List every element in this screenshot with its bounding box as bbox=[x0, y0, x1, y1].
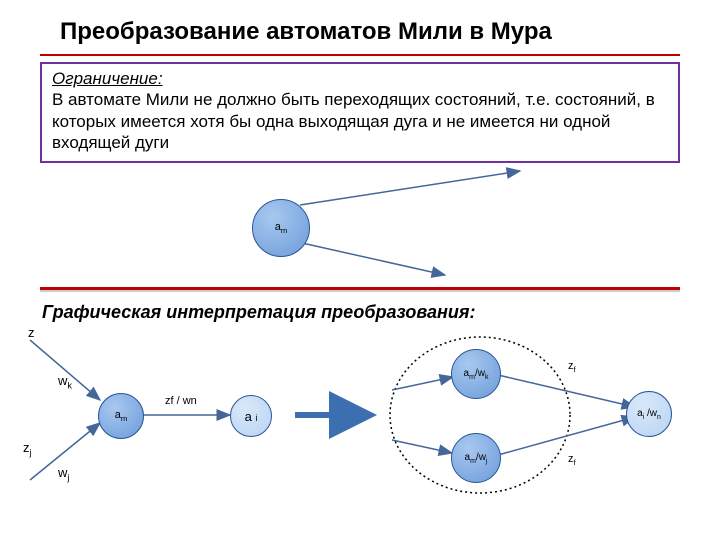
node-am-top: am bbox=[252, 199, 310, 257]
label-zf-bottom: zf bbox=[568, 453, 576, 467]
label-wk: wk bbox=[58, 373, 72, 391]
node-am-label: am bbox=[275, 221, 288, 235]
diagram-transformation: z wk zj wj zf / wn am a i am/wk am/wj ai… bbox=[0, 325, 720, 515]
node-am-wk-label: am/wk bbox=[464, 368, 489, 381]
page-title: Преобразование автоматов Мили в Мура bbox=[0, 0, 720, 54]
node-am-wj-label: am/wj bbox=[465, 452, 488, 465]
diagram1-svg bbox=[0, 167, 720, 287]
node-ai-left: a i bbox=[230, 395, 272, 437]
node-ai-wn: ai /wn bbox=[626, 391, 672, 437]
constraint-text: В автомате Мили не должно быть переходящ… bbox=[52, 90, 655, 152]
node-am-wj: am/wj bbox=[451, 433, 501, 483]
label-wj: wj bbox=[58, 465, 69, 483]
label-zj: zj bbox=[23, 440, 32, 458]
label-zf-wn: zf / wn bbox=[165, 395, 197, 407]
constraint-label: Ограничение: bbox=[52, 69, 163, 88]
node-ai-wn-label: ai /wn bbox=[637, 408, 661, 421]
diagram-uninitialized-state: am bbox=[0, 167, 720, 287]
node-am-wk: am/wk bbox=[451, 349, 501, 399]
constraint-box: Ограничение: В автомате Мили не должно б… bbox=[40, 62, 680, 163]
node-am-left: am bbox=[98, 393, 144, 439]
section2-title: Графическая интерпретация преобразования… bbox=[0, 298, 720, 325]
section-divider-shadow bbox=[40, 290, 680, 292]
title-underline bbox=[40, 54, 680, 56]
label-z-top: z bbox=[28, 325, 35, 340]
node-am-left-label: am bbox=[115, 409, 128, 423]
label-zf-top: zf bbox=[568, 360, 576, 374]
node-ai-left-label: a i bbox=[245, 409, 258, 424]
